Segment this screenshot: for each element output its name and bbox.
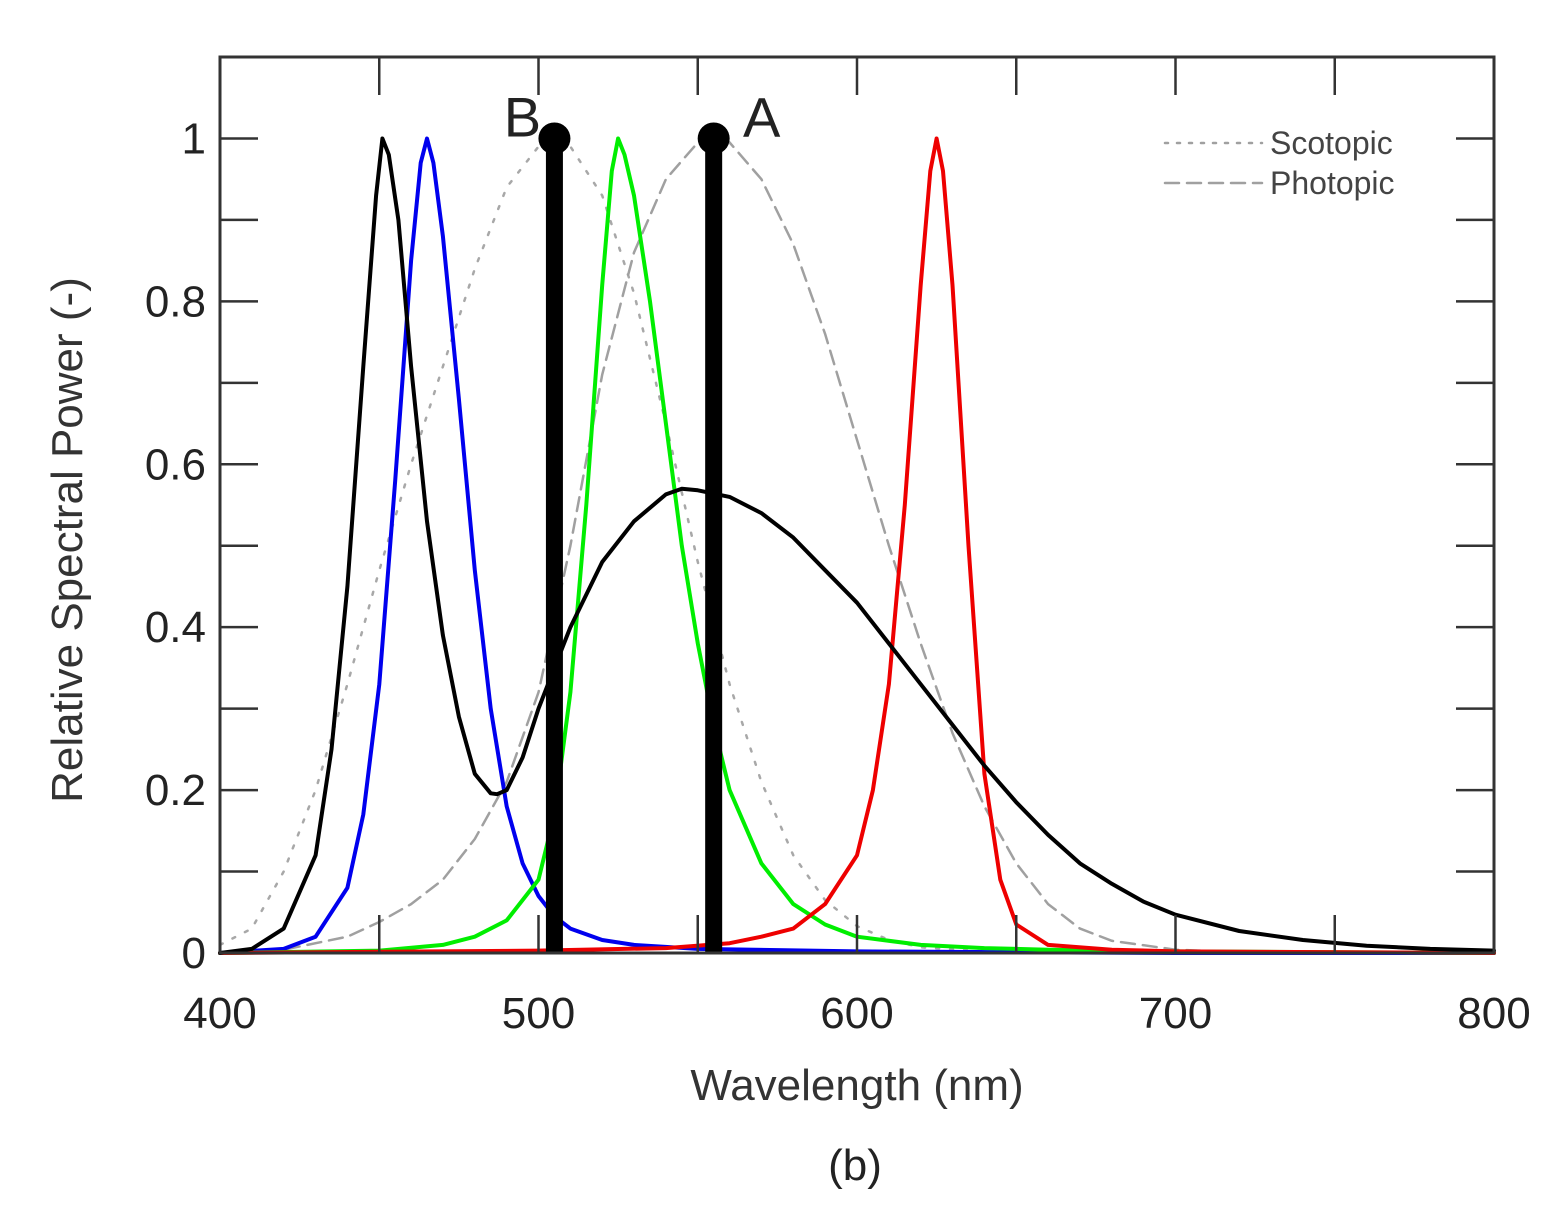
legend-scotopic-label: Scotopic [1270,125,1393,161]
y-tick-label: 0.8 [145,277,206,326]
mono-line-b-label: B [504,85,541,148]
x-tick-label: 500 [502,989,575,1038]
y-tick-label: 0.2 [145,766,206,815]
series-green-led-line [218,136,1496,955]
x-tick-labels: 400 500 600 700 800 [183,989,1530,1038]
y-tick-label: 1 [182,114,206,163]
series-red-led-line [218,136,1496,955]
series-photopic-line [218,137,1496,955]
y-tick-labels: 0 0.2 0.4 0.6 0.8 1 [145,114,206,978]
tick-marks [218,57,1496,955]
series-blue-led-line [218,136,1496,955]
mono-line-a-label: A [743,85,781,148]
series-scotopic-line [218,137,1496,955]
x-tick-label: 800 [1457,989,1530,1038]
mono-line-b-marker [538,122,571,155]
x-tick-label: 400 [183,989,256,1038]
x-axis-title: Wavelength (nm) [690,1061,1023,1110]
y-axis-title: Relative Spectral Power (-) [43,277,92,803]
legend: Scotopic Photopic [1163,125,1395,201]
legend-photopic-label: Photopic [1270,165,1395,201]
y-tick-label: 0.4 [145,603,206,652]
series-white-led-line [218,136,1496,955]
figure-caption: (b) [828,1141,882,1190]
x-tick-label: 600 [820,989,893,1038]
series-layer [218,136,1496,955]
x-tick-label: 700 [1139,989,1212,1038]
y-tick-label: 0.6 [145,440,206,489]
y-tick-label: 0 [182,929,206,978]
mono-line-a-marker [697,122,730,155]
